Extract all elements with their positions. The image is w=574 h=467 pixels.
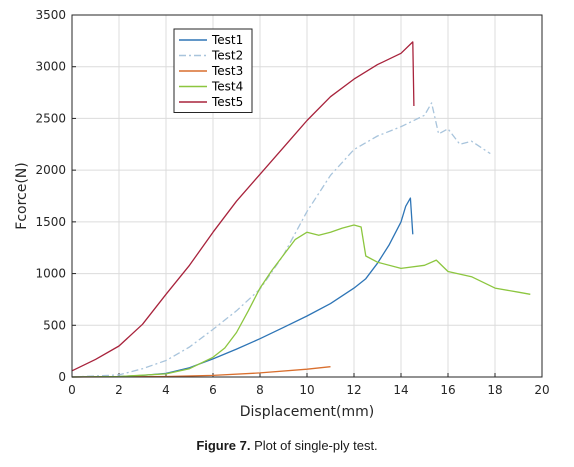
x-tick-label: 16 — [440, 383, 455, 397]
series-line-test4 — [71, 224, 531, 378]
x-tick-label: 6 — [209, 383, 217, 397]
y-tick-label: 500 — [43, 318, 66, 332]
y-tick-label: 1000 — [35, 267, 66, 281]
y-tick-label: 1500 — [35, 215, 66, 229]
x-tick-label: 8 — [256, 383, 264, 397]
plot-frame — [71, 14, 543, 378]
legend-label-test2: Test2 — [211, 49, 243, 63]
x-tick-label: 4 — [162, 383, 170, 397]
legend-label-test1: Test1 — [211, 33, 243, 47]
x-tick-label: 0 — [68, 383, 76, 397]
series-line-test5 — [71, 41, 415, 372]
x-tick-label: 14 — [393, 383, 408, 397]
figure-caption: Figure 7. Plot of single-ply test. — [0, 438, 574, 453]
x-axis-label: Displacement(mm) — [240, 404, 374, 420]
chart: 0 2 4 6 8 10 12 14 16 18 20 0 500 1000 1500 2000 2500 30… — [14, 8, 550, 420]
x-tick-label: 10 — [299, 383, 314, 397]
y-tick-labels: 0 500 1000 1500 2000 2500 3000 3500 — [35, 8, 66, 384]
legend-label-test3: Test3 — [211, 64, 243, 78]
x-tick-labels: 0 2 4 6 8 10 12 14 16 18 20 — [68, 383, 549, 397]
x-tick-label: 2 — [115, 383, 123, 397]
figure-caption-text: Plot of single-ply test. — [250, 438, 378, 453]
series-line-test2 — [71, 102, 491, 378]
legend-label-test4: Test4 — [211, 80, 243, 94]
y-axis-label: Fcorce(N) — [14, 162, 30, 229]
x-tick-label: 20 — [534, 383, 549, 397]
x-tick-label: 12 — [346, 383, 361, 397]
y-tick-label: 3000 — [35, 60, 66, 74]
y-tick-label: 0 — [58, 370, 66, 384]
y-tick-label: 2000 — [35, 163, 66, 177]
y-tick-label: 2500 — [35, 111, 66, 125]
legend-label-test5: Test5 — [211, 95, 243, 109]
figure-label: Figure 7. — [196, 438, 251, 453]
y-tick-label: 3500 — [35, 8, 66, 22]
x-tick-label: 18 — [487, 383, 502, 397]
